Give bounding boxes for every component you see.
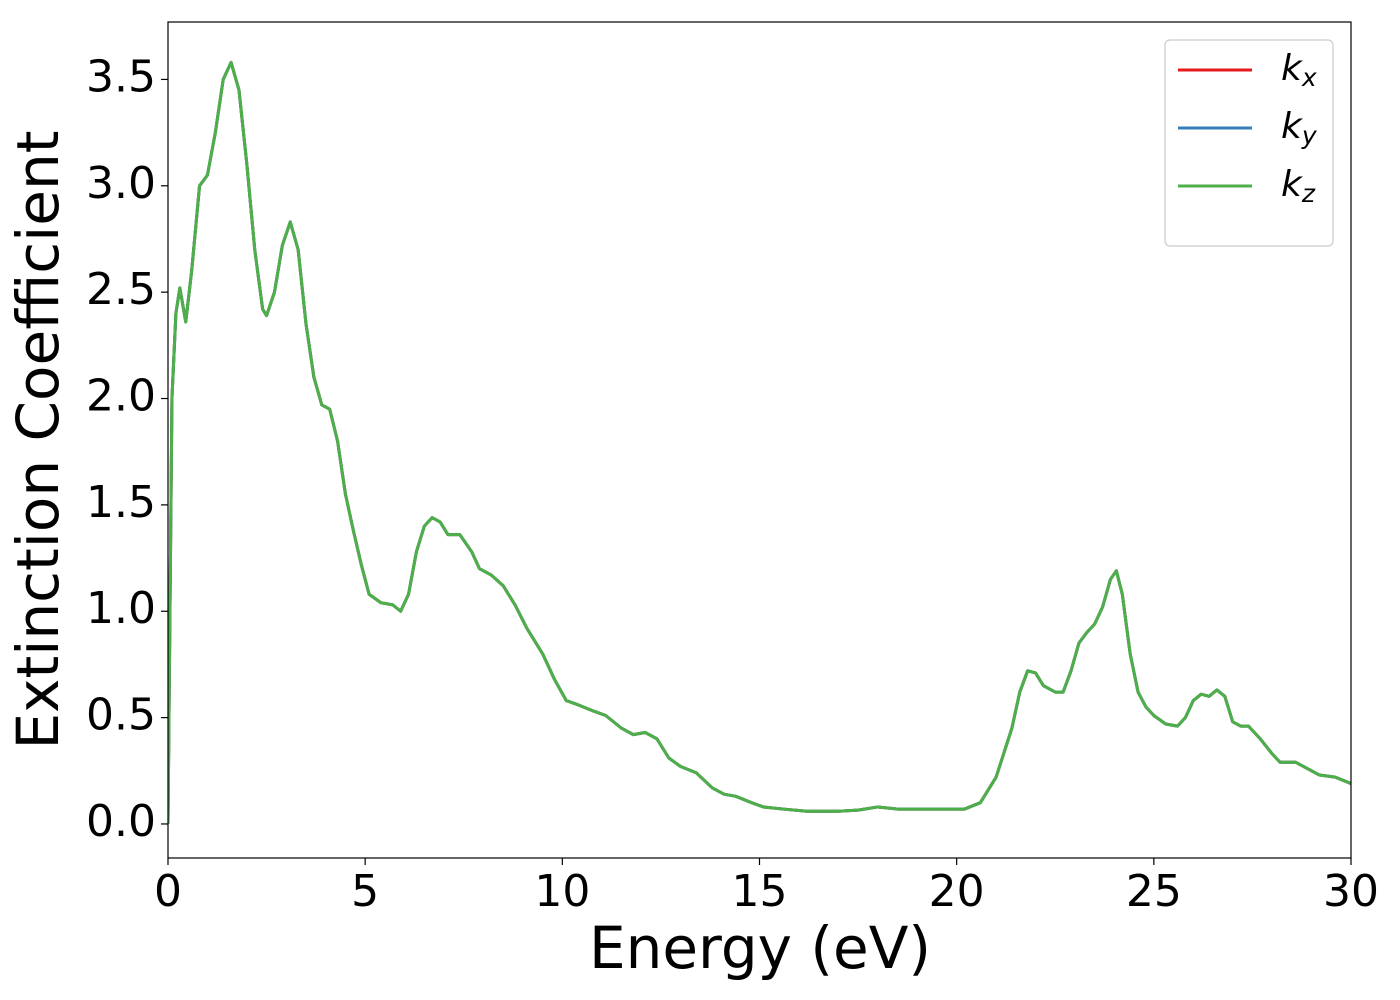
legend-box <box>1164 39 1334 247</box>
y-tick-label: 3.5 <box>86 51 156 102</box>
y-tick-label: 0.5 <box>86 690 156 741</box>
x-tick-label: 20 <box>929 866 985 917</box>
y-tick-label: 1.5 <box>86 477 156 528</box>
legend-label: ky <box>1281 106 1318 150</box>
x-tick-label: 0 <box>154 866 182 917</box>
plot-frame <box>167 21 1352 859</box>
x-tick-label: 15 <box>732 866 788 917</box>
x-tick-label: 25 <box>1126 866 1182 917</box>
y-axis-label: Extinction Coefficient <box>4 131 72 750</box>
series-line <box>168 60 1351 824</box>
x-tick-label: 30 <box>1323 866 1379 917</box>
x-tick-label: 10 <box>534 866 590 917</box>
x-tick-label: 5 <box>351 866 379 917</box>
x-axis-label: Energy (eV) <box>589 914 931 982</box>
y-tick-label: 3.0 <box>86 158 156 209</box>
y-tick-label: 2.5 <box>86 264 156 315</box>
y-tick-label: 1.0 <box>86 583 156 634</box>
y-tick-label: 0.0 <box>86 796 156 847</box>
legend-label: kz <box>1281 164 1316 208</box>
legend-label: kx <box>1281 48 1317 92</box>
y-tick-label: 2.0 <box>86 371 156 422</box>
